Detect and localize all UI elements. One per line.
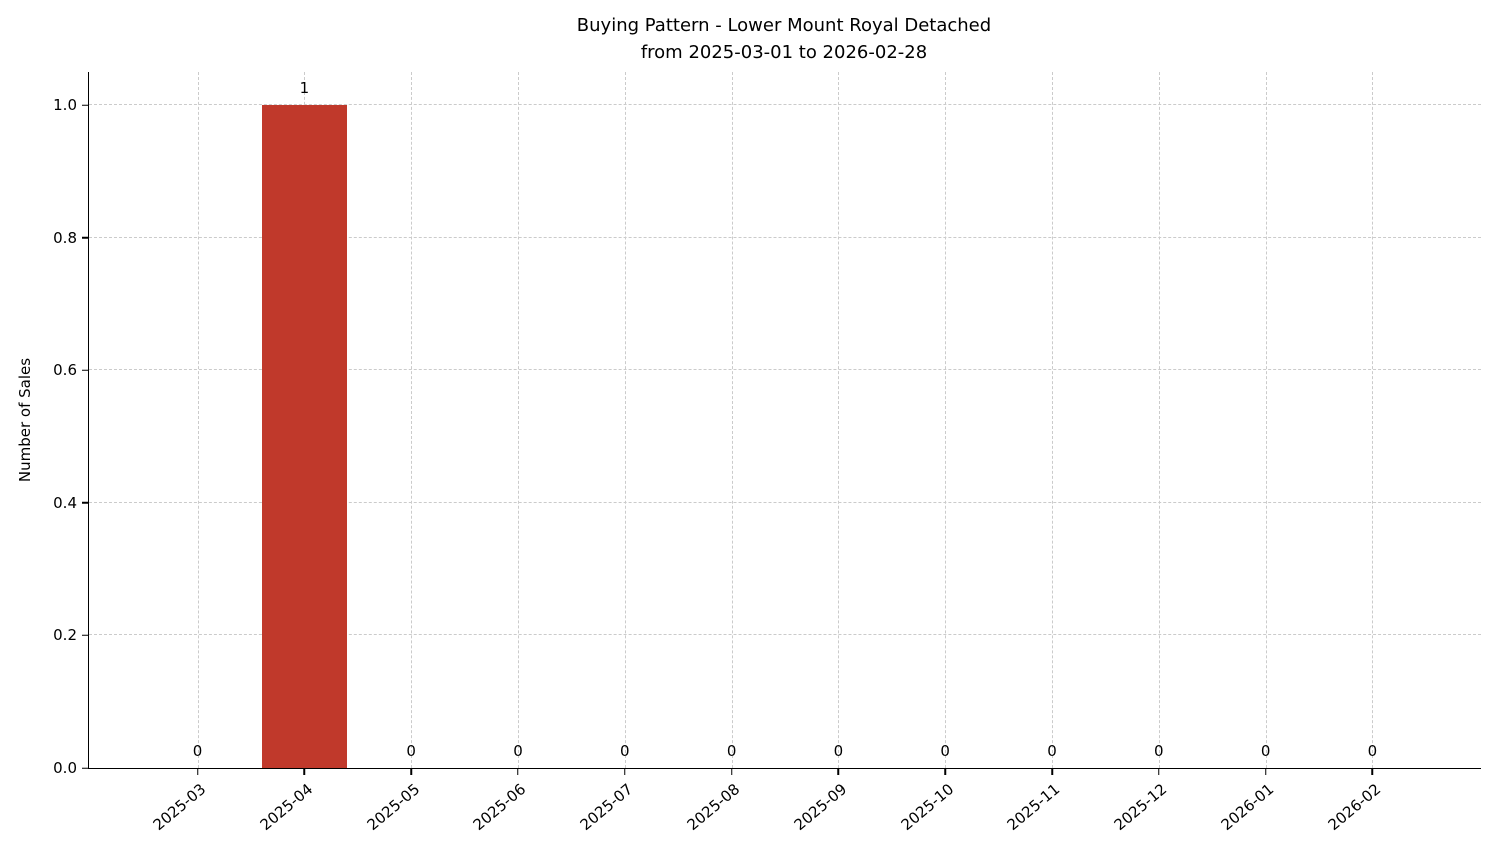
- x-tick-label: 2026-02: [1324, 780, 1385, 835]
- x-tick-label: 2025-05: [363, 780, 423, 835]
- x-tick-label: 2025-04: [256, 780, 316, 835]
- x-tick-mark: [303, 768, 306, 775]
- chart-title: Buying Pattern - Lower Mount Royal Detac…: [88, 12, 1480, 66]
- y-axis-label: Number of Sales: [16, 357, 34, 483]
- horizontal-gridline: [89, 501, 1481, 503]
- bar-value-label: 0: [833, 742, 844, 760]
- bar-value-label: 0: [1047, 742, 1057, 760]
- bar-2025-04: [261, 105, 348, 768]
- y-tick-label: 0.2: [53, 626, 77, 645]
- x-tick-mark: [1371, 768, 1374, 775]
- bar-value-label: 0: [620, 742, 630, 760]
- x-tick-mark: [1264, 768, 1267, 775]
- y-tick-label: 0.4: [53, 493, 77, 512]
- x-tick-label: 2025-12: [1110, 780, 1171, 835]
- y-tick-label: 0.6: [53, 361, 77, 380]
- vertical-gridline: [1265, 72, 1267, 768]
- x-tick-label: 2025-10: [897, 780, 957, 835]
- vertical-gridline: [517, 72, 519, 768]
- horizontal-gridline: [89, 369, 1481, 371]
- x-tick-label: 2025-08: [683, 780, 744, 835]
- x-tick-mark: [1051, 768, 1053, 775]
- x-tick-mark: [944, 768, 946, 775]
- x-tick-label: 2025-11: [1003, 780, 1064, 835]
- x-tick-mark: [410, 768, 412, 775]
- bar-value-label: 0: [1260, 742, 1271, 760]
- bar-value-label: 0: [406, 742, 416, 760]
- vertical-gridline: [411, 72, 413, 768]
- horizontal-gridline: [89, 236, 1481, 238]
- bar-value-label: 0: [726, 742, 737, 760]
- x-tick-mark: [730, 768, 733, 775]
- y-tick-mark: [82, 767, 89, 769]
- bar-value-label: 0: [940, 742, 950, 760]
- bar-value-label: 1: [299, 79, 310, 98]
- x-tick-label: 2025-09: [790, 780, 850, 835]
- x-tick-mark: [1158, 768, 1160, 775]
- plot-area: 0.0 0.2 0.4 0.6 0.8 1.0 2025-03 0 2025-04 1 2025-0…: [53, 72, 1481, 834]
- y-tick-label: 1.0: [53, 96, 77, 115]
- y-tick-label: 0.8: [53, 228, 77, 247]
- bar-value-label: 0: [192, 742, 203, 760]
- x-tick-label: 2025-06: [469, 780, 530, 835]
- horizontal-gridline: [89, 634, 1481, 636]
- chart-title-line2: from 2025-03-01 to 2026-02-28: [640, 42, 928, 63]
- y-tick-mark: [82, 634, 89, 637]
- y-tick-mark: [82, 502, 89, 504]
- vertical-gridline: [197, 72, 199, 768]
- bar-value-label: 0: [1367, 742, 1378, 760]
- vertical-gridline: [1158, 72, 1160, 768]
- x-tick-mark: [517, 768, 519, 775]
- y-tick-label: 0.0: [53, 759, 77, 777]
- vertical-gridline: [945, 72, 947, 768]
- x-tick-label: 2026-01: [1217, 780, 1278, 835]
- y-tick-mark: [82, 104, 89, 106]
- bar-value-label: 0: [1154, 742, 1164, 760]
- x-tick-mark: [196, 768, 199, 775]
- horizontal-gridline: [89, 104, 1481, 106]
- x-tick-label: 2025-07: [576, 780, 637, 835]
- x-tick-label: 2025-03: [149, 780, 210, 835]
- x-tick-mark: [837, 768, 840, 775]
- vertical-gridline: [624, 72, 626, 768]
- x-tick-mark: [624, 768, 626, 775]
- y-tick-mark: [82, 236, 89, 239]
- vertical-gridline: [731, 72, 733, 768]
- vertical-gridline: [1052, 72, 1053, 768]
- vertical-gridline: [1372, 72, 1374, 768]
- bar-value-label: 0: [513, 742, 523, 760]
- vertical-gridline: [838, 72, 840, 768]
- chart-title-line1: Buying Pattern - Lower Mount Royal Detac…: [576, 15, 992, 36]
- y-tick-mark: [82, 369, 89, 372]
